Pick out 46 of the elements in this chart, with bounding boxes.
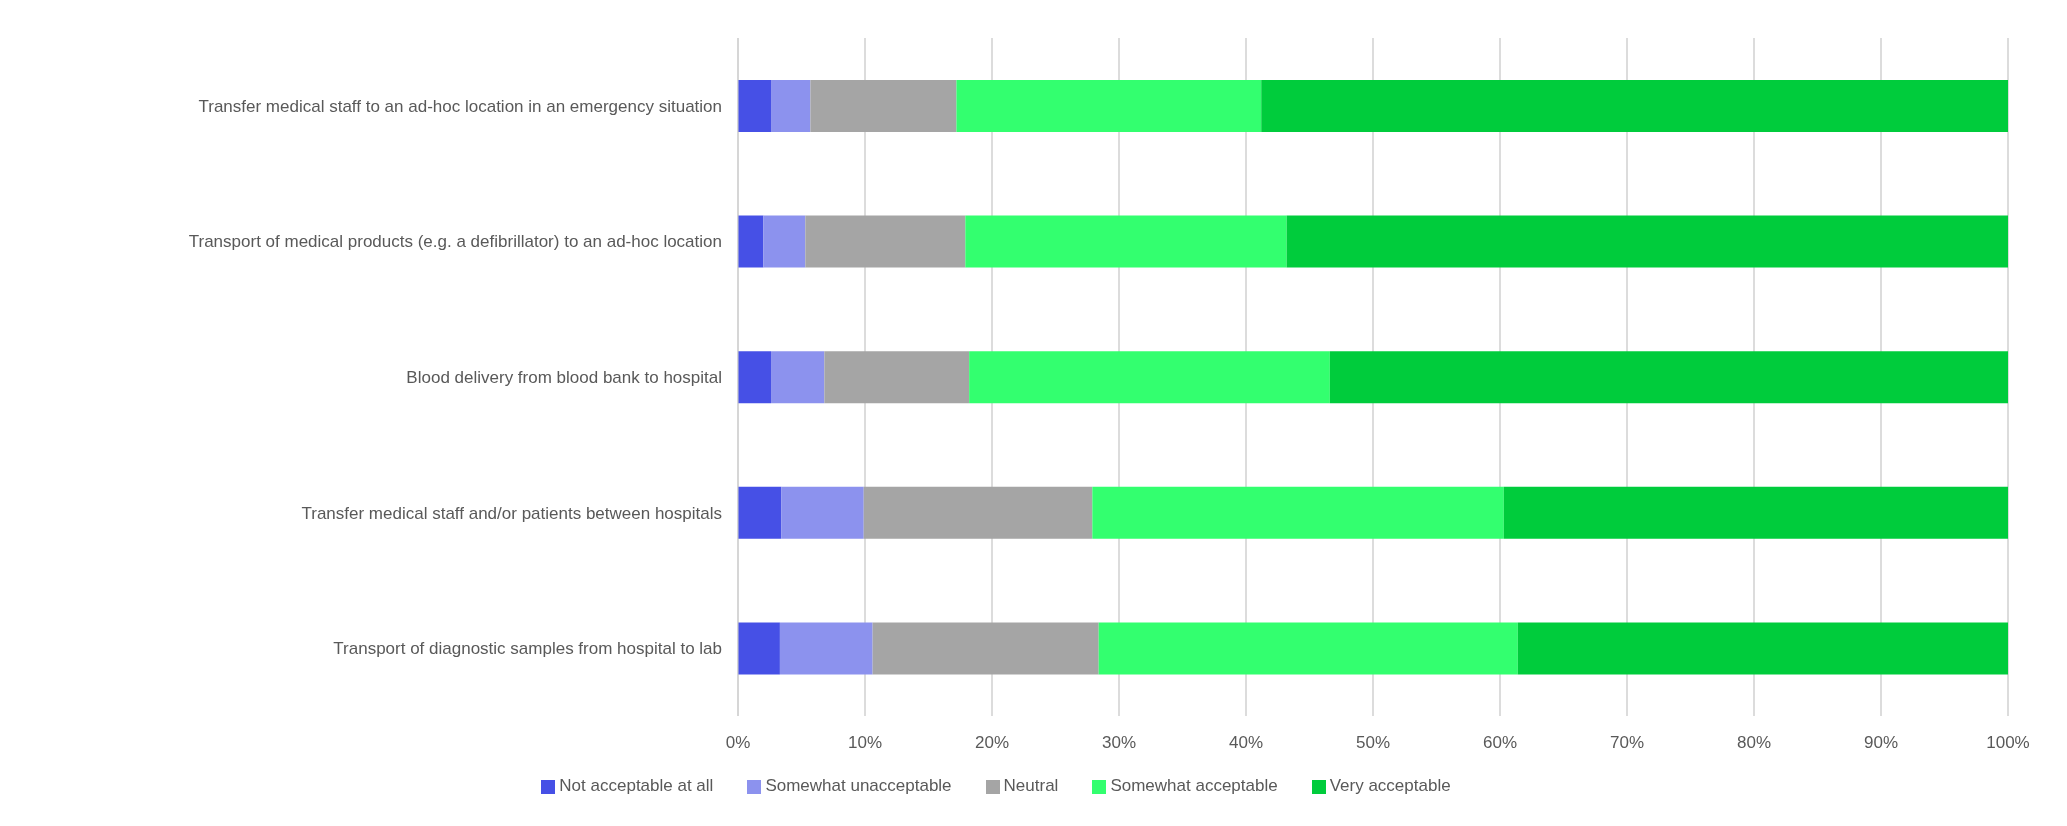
- legend-label: Neutral: [1003, 776, 1059, 795]
- x-tick-label: 40%: [1228, 733, 1264, 753]
- legend-label: Not acceptable at all: [559, 776, 714, 795]
- bar: [779, 622, 873, 675]
- bar: [805, 215, 966, 268]
- bar: [1098, 622, 1518, 675]
- bar: [738, 351, 772, 404]
- y-tick-label: Transport of diagnostic samples from hospital to lab: [333, 639, 722, 659]
- x-tick-label: 50%: [1355, 733, 1391, 753]
- bar: [872, 622, 1099, 675]
- x-tick-label: 80%: [1736, 733, 1772, 753]
- bar: [738, 215, 764, 268]
- x-tick-label: 20%: [974, 733, 1010, 753]
- bar: [1286, 215, 2008, 268]
- bar: [810, 80, 957, 132]
- x-tick-label: 0%: [725, 733, 751, 753]
- bar: [1517, 622, 2008, 675]
- bar: [1092, 486, 1504, 539]
- x-tick-label: 60%: [1482, 733, 1518, 753]
- legend-label: Somewhat unacceptable: [765, 776, 952, 795]
- legend-label: Very acceptable: [1329, 776, 1451, 795]
- x-tick-label: 10%: [847, 733, 883, 753]
- bar: [965, 215, 1287, 268]
- bar: [1329, 351, 2008, 404]
- bar: [1503, 486, 2008, 539]
- bar: [1261, 80, 2008, 132]
- bar: [824, 351, 970, 404]
- y-tick-label: Transfer medical staff to an ad-hoc location in an emergency situation: [198, 96, 722, 116]
- bar: [738, 486, 782, 539]
- bar: [771, 351, 825, 404]
- bar: [781, 486, 864, 539]
- y-tick-label: Blood delivery from blood bank to hospital: [406, 368, 722, 388]
- bar: [956, 80, 1262, 132]
- x-tick-label: 30%: [1101, 733, 1137, 753]
- bar: [969, 351, 1330, 404]
- bar: [863, 486, 1093, 539]
- bar: [771, 80, 811, 132]
- bar: [738, 622, 780, 675]
- y-tick-label: Transport of medical products (e.g. a defibrillator) to an ad-hoc location: [188, 232, 722, 252]
- x-tick-label: 70%: [1609, 733, 1645, 753]
- legend-label: Somewhat acceptable: [1110, 776, 1278, 795]
- y-tick-label: Transfer medical staff and/or patients between hospitals: [301, 503, 722, 523]
- x-tick-label: 100%: [1986, 733, 2030, 753]
- bar: [763, 215, 806, 268]
- bar: [738, 80, 772, 132]
- x-tick-label: 90%: [1863, 733, 1899, 753]
